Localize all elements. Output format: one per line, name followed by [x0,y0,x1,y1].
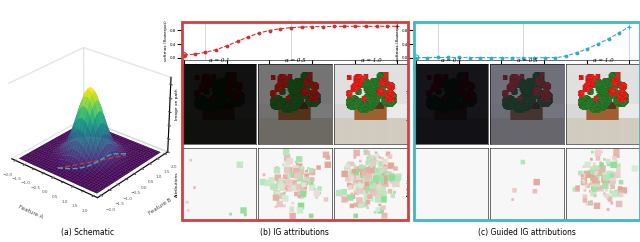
Y-axis label: Attributions: Attributions [407,171,412,197]
Point [275,27,285,31]
Point [254,31,264,35]
Point [179,53,189,57]
Point [518,56,528,60]
Point [371,24,381,28]
Point [211,48,221,52]
Point [572,51,582,55]
Point [350,24,360,28]
Title: α = 1.0: α = 1.0 [593,58,613,63]
Point [624,25,634,29]
Point [593,42,603,46]
Y-axis label: Image on path: Image on path [175,88,179,120]
Point [411,56,421,60]
Y-axis label: Feature B: Feature B [148,197,172,216]
Point [328,24,339,28]
Text: (a) Schematic: (a) Schematic [61,228,115,237]
Point [307,25,317,29]
Point [286,26,296,30]
Point [454,55,464,59]
Point [221,44,232,48]
Point [264,29,275,32]
Y-axis label: Image on path: Image on path [407,88,412,120]
Title: α = 1.0: α = 1.0 [360,58,381,63]
Text: (b) IG attributions: (b) IG attributions [260,228,330,237]
Point [476,56,486,60]
Legend: IG, Guided IG, input, baseline: IG, Guided IG, input, baseline [237,35,270,59]
Text: (c) Guided IG attributions: (c) Guided IG attributions [478,228,576,237]
Y-axis label: softmax (flowerpot): softmax (flowerpot) [164,20,168,61]
Point [582,47,593,51]
Point [614,31,625,35]
X-axis label: alpha (α): alpha (α) [285,70,304,74]
Point [444,55,454,59]
Point [189,52,200,56]
Point [232,39,243,43]
Point [200,50,211,54]
Title: α = 0.5: α = 0.5 [285,58,305,63]
Point [508,56,518,60]
Title: α = 0.5: α = 0.5 [516,58,538,63]
Title: α = 0.1: α = 0.1 [441,58,461,63]
Point [486,56,496,60]
Point [179,53,189,57]
X-axis label: alpha (α): alpha (α) [518,70,536,74]
Point [497,56,507,60]
Point [392,24,403,28]
Point [411,56,421,60]
Point [382,24,392,28]
Point [465,56,475,60]
Point [243,35,253,39]
Point [561,54,571,58]
Point [529,56,539,60]
Y-axis label: softmax (flowerpot): softmax (flowerpot) [396,20,400,61]
Point [422,56,432,60]
Point [318,25,328,29]
Point [361,24,371,28]
Point [296,25,307,29]
Point [540,56,550,60]
Y-axis label: Attributions: Attributions [175,171,179,197]
X-axis label: Feature A: Feature A [18,205,44,220]
Title: α = 0.1: α = 0.1 [209,58,229,63]
Point [550,56,561,60]
Point [339,24,349,28]
Point [433,56,443,60]
Point [604,37,614,40]
